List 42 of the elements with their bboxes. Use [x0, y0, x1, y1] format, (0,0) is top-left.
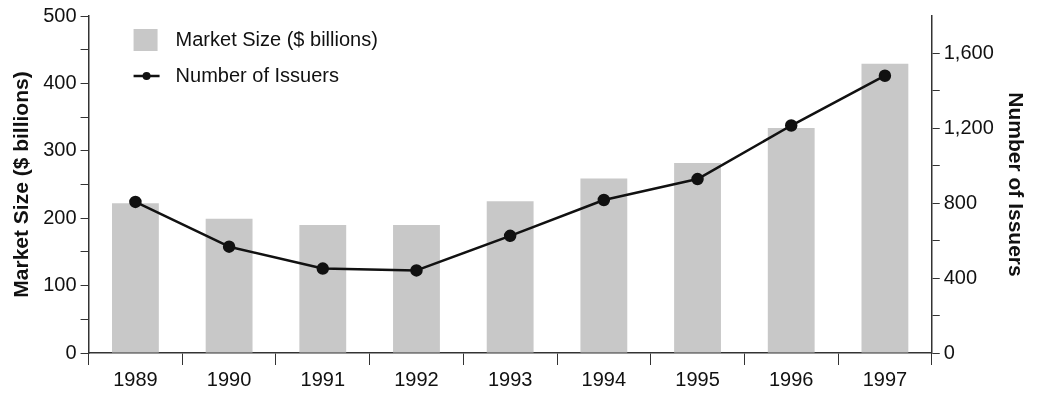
bar	[861, 63, 909, 353]
x-tick-label: 1994	[581, 367, 627, 390]
x-tick-label: 1992	[394, 367, 439, 390]
x-tick-label: 1995	[675, 367, 720, 390]
x-tick-label: 1996	[768, 367, 814, 390]
bar	[393, 224, 440, 353]
y2-tick-label: 0	[943, 340, 955, 363]
y-tick-label: 400	[43, 70, 77, 93]
point	[503, 229, 517, 243]
bar	[205, 218, 253, 353]
x-tick-label: 1997	[862, 367, 908, 390]
point	[784, 119, 798, 132]
point	[878, 69, 892, 82]
bar	[111, 203, 159, 353]
y-tick-label: 100	[43, 273, 77, 296]
x-tick-label: 1990	[206, 367, 252, 390]
point	[410, 264, 423, 277]
point	[129, 195, 142, 209]
point	[691, 172, 704, 186]
bar	[767, 127, 815, 353]
bar	[299, 224, 347, 353]
bar	[580, 178, 628, 353]
legend-label: Market Size ($ billions)	[175, 27, 378, 50]
x-tick-label: 1989	[113, 367, 158, 390]
y2-tick-label: 800	[943, 190, 978, 213]
y-tick-label: 300	[43, 138, 77, 161]
y-tick-label: 0	[65, 340, 77, 363]
y2-tick-label: 1,200	[943, 115, 994, 138]
point	[316, 262, 330, 275]
x-tick-label: 1991	[300, 367, 346, 390]
legend-label: Number of Issuers	[175, 63, 339, 86]
y2-axis-title: Number of Issuers	[1004, 92, 1028, 277]
bar	[674, 162, 721, 353]
bar	[486, 201, 534, 353]
point	[597, 193, 611, 207]
y-axis-title: Market Size ($ billions)	[9, 71, 33, 298]
y2-tick-label: 400	[943, 265, 978, 288]
y-tick-label: 200	[43, 205, 77, 228]
y-tick-label: 500	[43, 3, 77, 26]
y2-tick-label: 1,600	[943, 40, 994, 63]
point	[222, 240, 236, 253]
x-tick-label: 1993	[487, 367, 533, 390]
